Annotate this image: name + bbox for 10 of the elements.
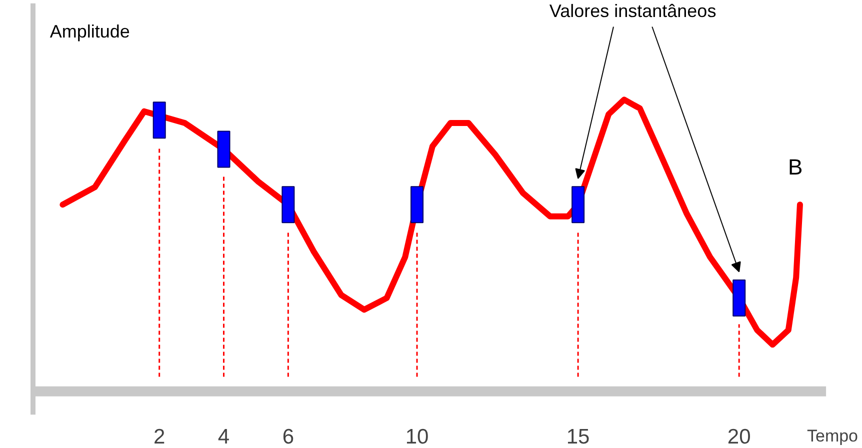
annotation: B [788, 154, 803, 180]
x-tick-label: 6 [282, 426, 294, 448]
x-tick-label: 4 [218, 426, 230, 448]
x-tick-label: 10 [405, 426, 429, 448]
x-axis-title: Tempo [806, 426, 858, 446]
x-tick-label: 15 [566, 426, 590, 448]
x-tick-label: 20 [727, 426, 751, 448]
text: Valores instantâneos [549, 0, 716, 21]
x-tick-label: 2 [153, 426, 166, 448]
y-axis-title: Amplitude [50, 21, 130, 42]
